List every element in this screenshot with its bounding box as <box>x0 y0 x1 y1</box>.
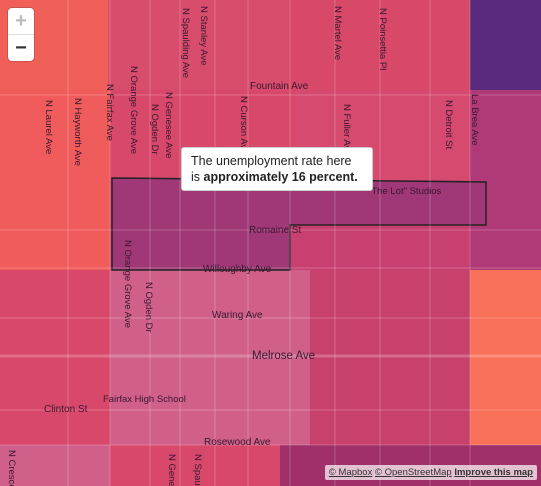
tract[interactable] <box>110 445 280 486</box>
osm-link[interactable]: © OpenStreetMap <box>374 467 452 478</box>
zoom-in-button[interactable]: + <box>8 8 34 35</box>
street-label-poinsettia: N Poinsettia Pl <box>377 8 388 70</box>
street-label-ogden-south: N Ogden Dr <box>143 282 154 333</box>
tract[interactable] <box>310 270 470 445</box>
street-label-spaulding: N Spaulding Ave <box>180 8 191 78</box>
street-label-spaulding-south: N Spauld <box>192 454 203 486</box>
zoom-out-button[interactable]: − <box>15 37 27 59</box>
street-label-laurel: N Laurel Ave <box>43 100 54 154</box>
street-label-orange-grove-south: N Orange Grove Ave <box>122 240 133 328</box>
mapbox-link[interactable]: © Mapbox <box>328 467 373 478</box>
tooltip-prefix: The unemployment rate here is <box>191 154 352 184</box>
street-label-willoughby: Willoughby Ave <box>203 264 272 275</box>
unemployment-tooltip: The unemployment rate here is approximat… <box>181 147 373 191</box>
tract[interactable] <box>110 270 310 445</box>
street-label-crescent: N Cresce <box>6 450 17 486</box>
street-label-fuller: N Fuller Ave <box>341 104 352 156</box>
street-label-waring: Waring Ave <box>212 310 263 321</box>
street-label-hayworth: N Hayworth Ave <box>72 98 83 166</box>
street-label-rosewood: Rosewood Ave <box>204 437 271 448</box>
street-label-martel: N Martel Ave <box>332 6 343 60</box>
street-label-genesee-south: N Gene <box>166 454 177 486</box>
place-label-the-lot: "The Lot" Studios <box>368 186 442 197</box>
zoom-control: + − <box>8 8 34 61</box>
improve-map-link[interactable]: Improve this map <box>454 467 533 478</box>
street-labels-vertical: N Spaulding Ave N Stanley Ave N Martel A… <box>6 6 480 486</box>
street-label-stanley: N Stanley Ave <box>198 6 209 66</box>
street-label-orange-grove-north: N Orange Grove Ave <box>128 66 139 154</box>
tract[interactable] <box>0 90 110 270</box>
place-label-fairfax-high: Fairfax High School <box>103 394 186 405</box>
map-attribution: © Mapbox © OpenStreetMap Improve this ma… <box>324 465 537 480</box>
street-label-melrose: Melrose Ave <box>252 350 315 362</box>
tract[interactable] <box>108 0 288 90</box>
tract[interactable] <box>470 270 541 445</box>
tooltip-value: approximately 16 percent. <box>203 170 358 184</box>
street-label-detroit: N Detroit St <box>443 100 454 149</box>
street-label-curson: N Curson Ave <box>238 96 249 154</box>
tract[interactable] <box>0 445 110 486</box>
selected-tract[interactable] <box>111 177 487 271</box>
tract[interactable] <box>0 270 110 445</box>
street-labels-horizontal: Fountain Ave Romaine St Willoughby Ave W… <box>44 81 442 448</box>
street-label-fountain: Fountain Ave <box>250 81 309 92</box>
street-label-genesee: N Genesee Ave <box>163 92 174 158</box>
street-label-romaine: Romaine St <box>249 225 301 236</box>
street-label-la-brea: La Brea Ave <box>469 94 480 146</box>
street-label-clinton: Clinton St <box>44 404 88 415</box>
tract[interactable] <box>470 0 541 90</box>
tract[interactable] <box>470 90 541 270</box>
tract[interactable] <box>288 0 470 90</box>
street-label-ogden-north: N Ogden Dr <box>149 104 160 155</box>
street-label-fairfax: N Fairfax Ave <box>104 84 115 141</box>
